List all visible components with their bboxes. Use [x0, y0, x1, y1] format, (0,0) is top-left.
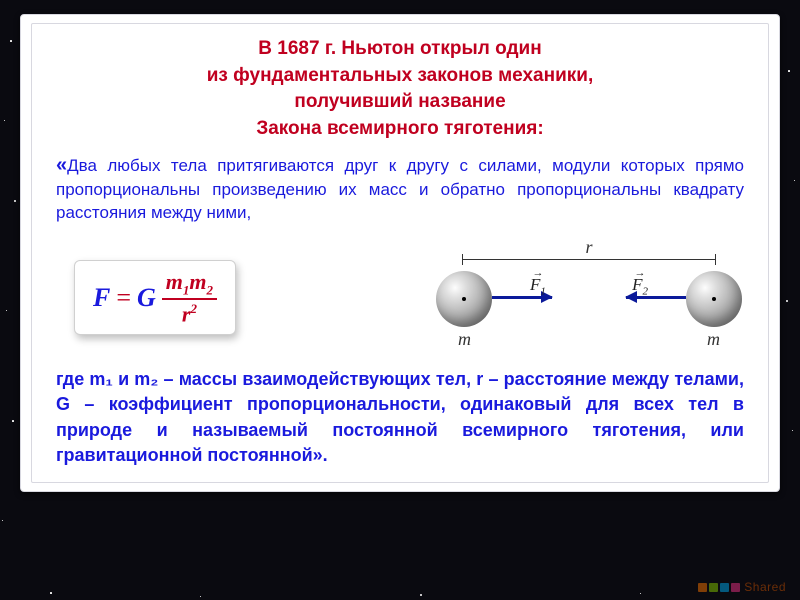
formula-fraction: m1m2 r2 [162, 271, 217, 326]
watermark-text: Shared [744, 580, 786, 594]
title-line-3: получивший название [56, 89, 744, 116]
title-line-1: В 1687 г. Ньютон открыл один [56, 36, 744, 63]
formula-G: G [137, 283, 162, 313]
formula-lhs: F [93, 283, 110, 313]
m-label-right: m [707, 329, 720, 350]
formula-and-diagram-row: F = G m1m2 r2 r →F1 [56, 237, 744, 357]
watermark-icon [698, 583, 740, 592]
title-line-2: из фундаментальных законов механики, [56, 63, 744, 90]
title-line-4: Закона всемирного тяготения: [56, 116, 744, 143]
m-label-left: m [458, 329, 471, 350]
formula-eq: = [110, 283, 137, 313]
content-card-inner: В 1687 г. Ньютон открыл один из фундамен… [31, 23, 769, 483]
explanation-text: где m₁ и m₂ – массы взаимодействующих те… [56, 367, 744, 468]
content-card: В 1687 г. Ньютон открыл один из фундамен… [20, 14, 780, 492]
f1-label: →F1 [530, 271, 546, 297]
watermark: Shared [698, 580, 786, 594]
mass-sphere-right [686, 271, 742, 327]
law-statement-text: Два любых тела притягиваются друг к друг… [56, 156, 744, 222]
r-label: r [585, 237, 592, 258]
formula-box: F = G m1m2 r2 [74, 260, 236, 335]
f2-label: →F2 [632, 271, 648, 297]
slide-background: В 1687 г. Ньютон открыл один из фундамен… [0, 0, 800, 600]
r-distance-line [462, 259, 716, 260]
slide-title: В 1687 г. Ньютон открыл один из фундамен… [56, 36, 744, 142]
two-body-diagram: r →F1 →F2 m m [444, 237, 734, 357]
formula-denominator: r2 [182, 300, 197, 325]
law-statement: «Два любых тела притягиваются друг к дру… [56, 152, 744, 225]
formula-numerator: m1m2 [162, 271, 217, 298]
mass-sphere-left [436, 271, 492, 327]
open-quote: « [56, 154, 67, 176]
